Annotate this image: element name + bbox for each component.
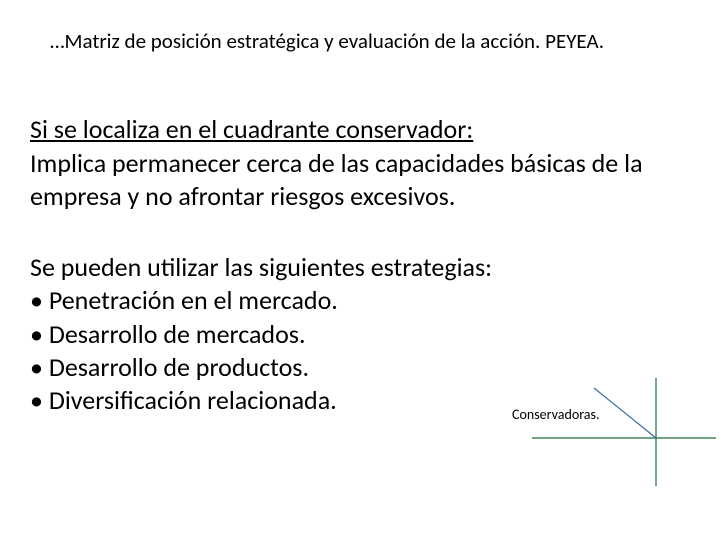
- strategies-intro: Se pueden utilizar las siguientes estrat…: [30, 251, 690, 284]
- slide: …Matriz de posición estratégica y evalua…: [0, 0, 720, 540]
- section-block: Si se localiza en el cuadrante conservad…: [30, 113, 690, 213]
- vector-line: [594, 388, 656, 438]
- list-item: Penetración en el mercado.: [30, 284, 690, 317]
- section-body: Implica permanecer cerca de las capacida…: [30, 147, 690, 214]
- slide-title: …Matriz de posición estratégica y evalua…: [50, 28, 690, 55]
- section-heading: Si se localiza en el cuadrante conservad…: [30, 113, 690, 146]
- diagram-label: Conservadoras.: [512, 406, 600, 423]
- peyea-quadrant-diagram: Conservadoras.: [506, 316, 716, 486]
- quadrant-axes-icon: [506, 316, 716, 486]
